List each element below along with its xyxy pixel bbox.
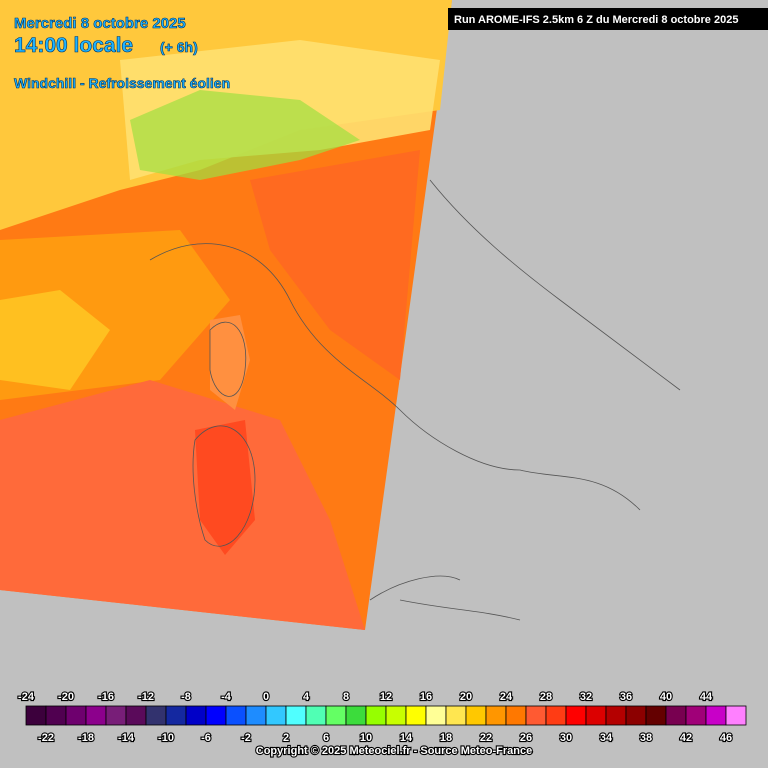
- legend-label: 30: [560, 732, 572, 744]
- legend-swatch: [285, 705, 307, 726]
- legend-label: -24: [18, 691, 35, 703]
- legend-swatch: [645, 705, 667, 726]
- legend-label: 42: [680, 732, 692, 744]
- legend-swatch: [705, 705, 727, 726]
- legend-swatch: [185, 705, 207, 726]
- copyright: Copyright © 2025 Meteociel.fr - Source M…: [256, 745, 532, 757]
- legend-swatch: [125, 705, 147, 726]
- legend-label: 6: [323, 732, 329, 744]
- legend-swatch: [525, 705, 547, 726]
- legend-swatch: [325, 705, 347, 726]
- legend-label: -12: [138, 691, 154, 703]
- legend-label: 12: [380, 691, 392, 703]
- run-banner: [448, 8, 768, 30]
- run-info: Run AROME-IFS 2.5km 6 Z du Mercredi 8 oc…: [454, 14, 738, 26]
- legend-swatch: [345, 705, 367, 726]
- model-field: [0, 0, 452, 630]
- coastlines: [149, 179, 681, 621]
- legend-label: 36: [620, 691, 632, 703]
- legend-label: -18: [78, 732, 94, 744]
- legend-label: 34: [600, 732, 613, 744]
- legend-swatch: [145, 705, 167, 726]
- legend-swatch: [105, 705, 127, 726]
- date: Mercredi 8 octobre 2025: [14, 15, 186, 32]
- legend-swatch: [605, 705, 627, 726]
- legend-swatch: [485, 705, 507, 726]
- legend-label: 10: [360, 732, 372, 744]
- legend-label: 18: [440, 732, 452, 744]
- legend-label: -22: [38, 732, 54, 744]
- legend-label: 38: [640, 732, 652, 744]
- legend-label: 32: [580, 691, 592, 703]
- legend-label: 2: [283, 732, 289, 744]
- legend-label: 26: [520, 732, 532, 744]
- legend-swatch: [305, 705, 327, 726]
- legend-swatch: [565, 705, 587, 726]
- legend-swatch: [465, 705, 487, 726]
- legend-label: 28: [540, 691, 552, 703]
- legend-swatch: [445, 705, 467, 726]
- legend-label: 16: [420, 691, 432, 703]
- legend-label: -4: [221, 691, 232, 703]
- legend-label: 46: [720, 732, 732, 744]
- legend-label: -16: [98, 691, 114, 703]
- legend-label: -20: [58, 691, 74, 703]
- legend-label: -10: [158, 732, 174, 744]
- parameter: Windchill - Refroissement éolien: [14, 75, 230, 91]
- legend-swatch: [365, 705, 387, 726]
- legend-swatch: [165, 705, 187, 726]
- legend-label: -6: [201, 732, 211, 744]
- legend-swatch: [85, 705, 107, 726]
- legend-swatch: [25, 705, 47, 726]
- color-legend: -24-22-20-18-16-14-12-10-8-6-4-202468101…: [17, 690, 747, 745]
- legend-swatch: [45, 705, 67, 726]
- legend-swatch: [205, 705, 227, 726]
- legend-swatch: [665, 705, 687, 726]
- legend-swatch: [725, 705, 747, 726]
- legend-swatch: [425, 705, 447, 726]
- legend-swatch: [225, 705, 247, 726]
- legend-swatch: [385, 705, 407, 726]
- legend-swatch: [585, 705, 607, 726]
- legend-swatch: [405, 705, 427, 726]
- legend-label: -8: [181, 691, 191, 703]
- legend-label: 20: [460, 691, 472, 703]
- legend-label: 0: [263, 691, 269, 703]
- legend-swatch: [625, 705, 647, 726]
- time: 14:00 locale: [14, 34, 133, 57]
- legend-label: -14: [118, 732, 135, 744]
- legend-swatch: [265, 705, 287, 726]
- legend-swatch: [65, 705, 87, 726]
- legend-label: 8: [343, 691, 349, 703]
- legend-swatch: [685, 705, 707, 726]
- legend-label: 14: [400, 732, 413, 744]
- legend-swatch: [505, 705, 527, 726]
- legend-label: 24: [500, 691, 513, 703]
- legend-swatch: [545, 705, 567, 726]
- legend-label: 22: [480, 732, 492, 744]
- legend-swatch: [245, 705, 267, 726]
- legend-label: -2: [241, 732, 251, 744]
- legend-label: 4: [303, 691, 310, 703]
- legend-label: 44: [700, 691, 713, 703]
- forecast-offset: (+ 6h): [160, 39, 198, 55]
- legend-backdrop: [0, 686, 768, 768]
- legend-label: 40: [660, 691, 672, 703]
